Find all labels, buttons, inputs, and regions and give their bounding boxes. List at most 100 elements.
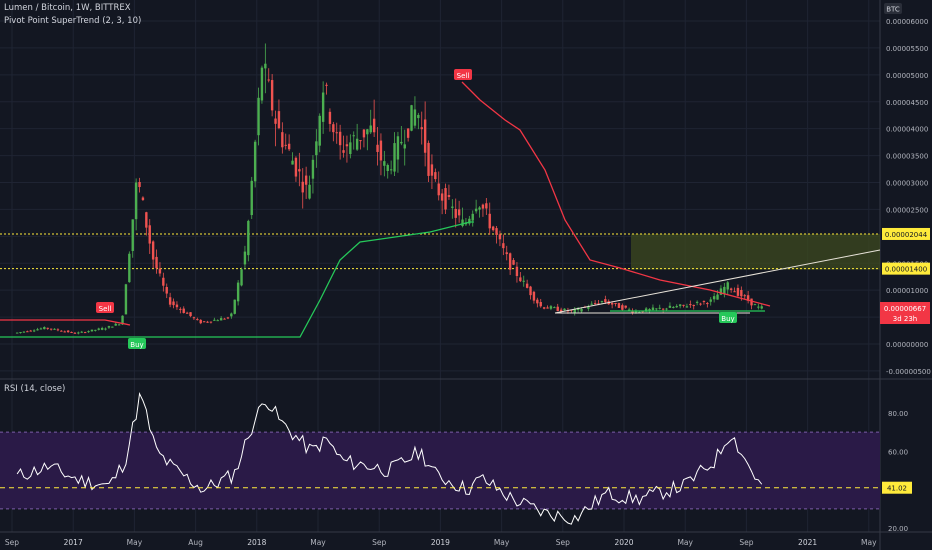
candle-body	[362, 129, 366, 138]
candle-body	[604, 299, 607, 303]
candle-body	[689, 304, 692, 306]
candle-body	[53, 328, 56, 330]
candle-body	[389, 169, 393, 171]
time-tick-label: May	[494, 538, 510, 547]
candle-body	[556, 306, 559, 312]
candle-body	[281, 132, 284, 148]
candle-body	[505, 252, 508, 255]
candle-body	[100, 328, 104, 330]
candle-body	[49, 328, 53, 330]
candle-body	[743, 295, 746, 297]
candle-body	[624, 305, 627, 308]
candle-body	[563, 308, 566, 311]
candle-body	[403, 144, 406, 149]
candle-body	[369, 125, 372, 133]
candle-body	[668, 305, 672, 308]
candle-body	[189, 312, 192, 317]
time-tick-label: May	[127, 538, 143, 547]
candle-body	[257, 97, 260, 136]
candle-body	[522, 280, 525, 282]
candle-body	[457, 209, 461, 216]
price-tick-label: 0.00005500	[886, 45, 928, 53]
candle-body	[104, 328, 107, 330]
time-tick-label: May	[310, 538, 326, 547]
candle-body	[73, 332, 77, 334]
candle-body	[233, 299, 236, 314]
candle-body	[219, 318, 223, 321]
candle-body	[114, 323, 117, 326]
candle-body	[32, 330, 36, 332]
candle-body	[529, 286, 532, 296]
candle-body	[709, 299, 712, 302]
candle-body	[400, 141, 403, 144]
trend-line-upper	[554, 249, 881, 314]
candle-body	[468, 218, 471, 224]
candle-body	[213, 319, 216, 321]
candle-body	[546, 307, 549, 309]
candle-body	[719, 288, 723, 295]
candle-body	[111, 326, 114, 328]
candle-body	[230, 313, 233, 317]
candle-body	[393, 143, 396, 172]
candle-body	[410, 105, 413, 131]
price-tick-label: 0.00001000	[886, 287, 928, 295]
candle-body	[226, 317, 230, 319]
candle-body	[488, 213, 491, 229]
candle-body	[94, 329, 97, 331]
candle-body	[498, 234, 502, 240]
time-tick-label: Sep	[372, 538, 386, 547]
candle-body	[179, 308, 182, 310]
candle-body	[729, 288, 733, 290]
candle-body	[678, 304, 682, 307]
candle-body	[355, 138, 359, 150]
candle-body	[264, 63, 267, 69]
level-price-badge	[882, 262, 930, 275]
candle-body	[97, 328, 100, 330]
candle-body	[417, 114, 420, 119]
candle-body	[311, 159, 315, 179]
last-price-badge	[880, 302, 930, 324]
time-tick-label: May	[677, 538, 693, 547]
candle-body	[753, 304, 757, 306]
time-tick-label: Sep	[556, 538, 570, 547]
candle-body	[723, 286, 726, 295]
candle-body	[760, 306, 763, 309]
candle-body	[413, 109, 417, 126]
candle-body	[29, 330, 32, 332]
candle-body	[158, 268, 162, 274]
candle-body	[712, 296, 716, 300]
candle-body	[423, 119, 427, 153]
supertrend-down-line-1	[0, 319, 131, 326]
candle-body	[658, 307, 661, 309]
candle-body	[141, 197, 145, 200]
candle-body	[655, 308, 658, 310]
rsi-title: RSI (14, close)	[4, 384, 66, 394]
candle-body	[291, 160, 294, 165]
candle-body	[570, 309, 573, 311]
candle-body	[593, 303, 597, 305]
rsi-last-label: 41.02	[887, 485, 907, 493]
signal-label: Buy	[721, 315, 734, 323]
rsi-tick-label: 60.00	[888, 448, 908, 456]
time-tick-label: 2019	[431, 538, 450, 547]
candle-body	[301, 181, 304, 193]
signal-badge	[719, 312, 737, 323]
candle-body	[386, 164, 389, 171]
level-price-badge	[882, 227, 930, 240]
signal-badge	[128, 338, 146, 349]
candle-body	[247, 220, 250, 256]
signal-badge	[96, 302, 114, 313]
candle-body	[352, 135, 355, 137]
candle-body	[665, 308, 668, 310]
signal-badge	[454, 69, 472, 80]
candle-body	[508, 253, 512, 270]
candle-body	[196, 319, 199, 321]
candle-body	[440, 193, 444, 201]
candle-body	[495, 228, 498, 235]
candle-body	[485, 203, 488, 209]
candle-body	[617, 303, 621, 308]
candle-body	[610, 302, 614, 305]
candle-body	[502, 243, 505, 249]
candle-body	[46, 327, 49, 329]
